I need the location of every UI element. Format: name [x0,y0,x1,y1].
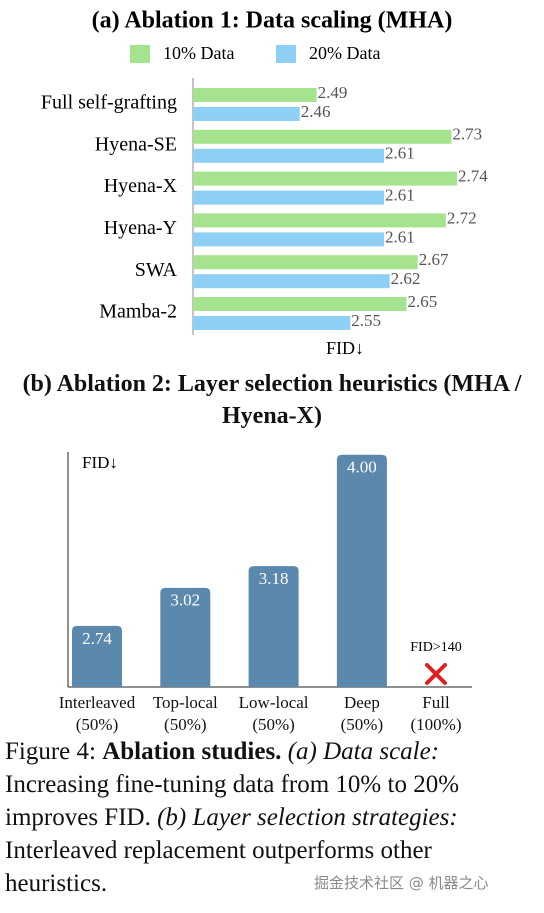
value-label: 3.18 [259,569,289,588]
watermark: 掘金技术社区 @ 机器之心 [314,874,489,892]
bar [193,107,300,121]
value-label: 2.61 [385,186,415,205]
bar [193,213,446,228]
legend-label: 10% Data [163,43,234,63]
legend-label: 20% Data [309,43,380,63]
value-label: 2.49 [318,83,348,102]
bar [193,129,452,144]
value-label: 2.67 [419,250,449,269]
y-tick-label: SWA [135,259,178,281]
bar [193,148,385,163]
x-tick-label: Full (100%) [410,693,462,734]
value-label: 2.61 [385,227,415,246]
annotation: FID>140 [410,640,461,655]
value-label: 2.74 [82,629,112,648]
legend-swatch [130,45,150,63]
y-axis-label: FID↓ [82,453,118,472]
bar [160,587,211,687]
legend-swatch [276,45,296,63]
y-tick-label: Hyena-Y [104,217,177,239]
caption: Figure 4: Ablation studies. (a) Data sca… [5,735,539,900]
value-label: 2.62 [391,269,421,288]
value-label: 2.55 [351,311,381,330]
x-tick-label: Interleaved (50%) [58,693,136,734]
caption-italic: (a) Data scale: [287,738,440,765]
value-label: 2.72 [447,208,477,227]
bar [336,454,387,687]
x-tick-label: Low-local (50%) [238,693,309,734]
chart-title: (b) Ablation 2: Layer selection heuristi… [22,371,522,429]
y-tick-label: Hyena-X [104,175,178,197]
value-label: 3.02 [170,591,200,610]
bar [248,566,299,687]
value-label: 2.74 [458,167,488,186]
x-tick-label: Deep (50%) [340,693,384,734]
caption-label: Figure 4: [5,738,96,765]
value-label: 2.65 [407,292,437,311]
value-label: 2.73 [452,125,482,144]
bar [193,297,407,311]
value-label: 2.61 [385,144,415,163]
caption-italic: (b) Layer selection strategies: [157,804,458,831]
chart-title: (a) Ablation 1: Data scaling (MHA) [92,8,453,34]
bar [193,316,351,330]
x-tick-label: Top-local (50%) [152,693,218,734]
bar [193,274,390,289]
bar [193,190,385,205]
y-tick-label: Hyena-SE [95,133,177,155]
bar [193,171,458,186]
caption-text: Increasing fine-tuning data from 10% to … [5,771,460,831]
value-label: 4.00 [347,458,377,477]
cross-marker [425,663,447,685]
x-axis-label: FID↓ [326,338,364,358]
bar [193,232,385,247]
value-label: 2.46 [301,102,331,121]
y-tick-label: Full self-grafting [41,92,177,114]
y-tick-label: Mamba-2 [99,301,177,323]
caption-text: Interleaved replacement outperforms othe… [5,837,432,897]
bar [193,88,317,102]
bar [72,625,122,687]
bar [193,255,418,270]
caption-bold: Ablation studies. [102,738,282,765]
